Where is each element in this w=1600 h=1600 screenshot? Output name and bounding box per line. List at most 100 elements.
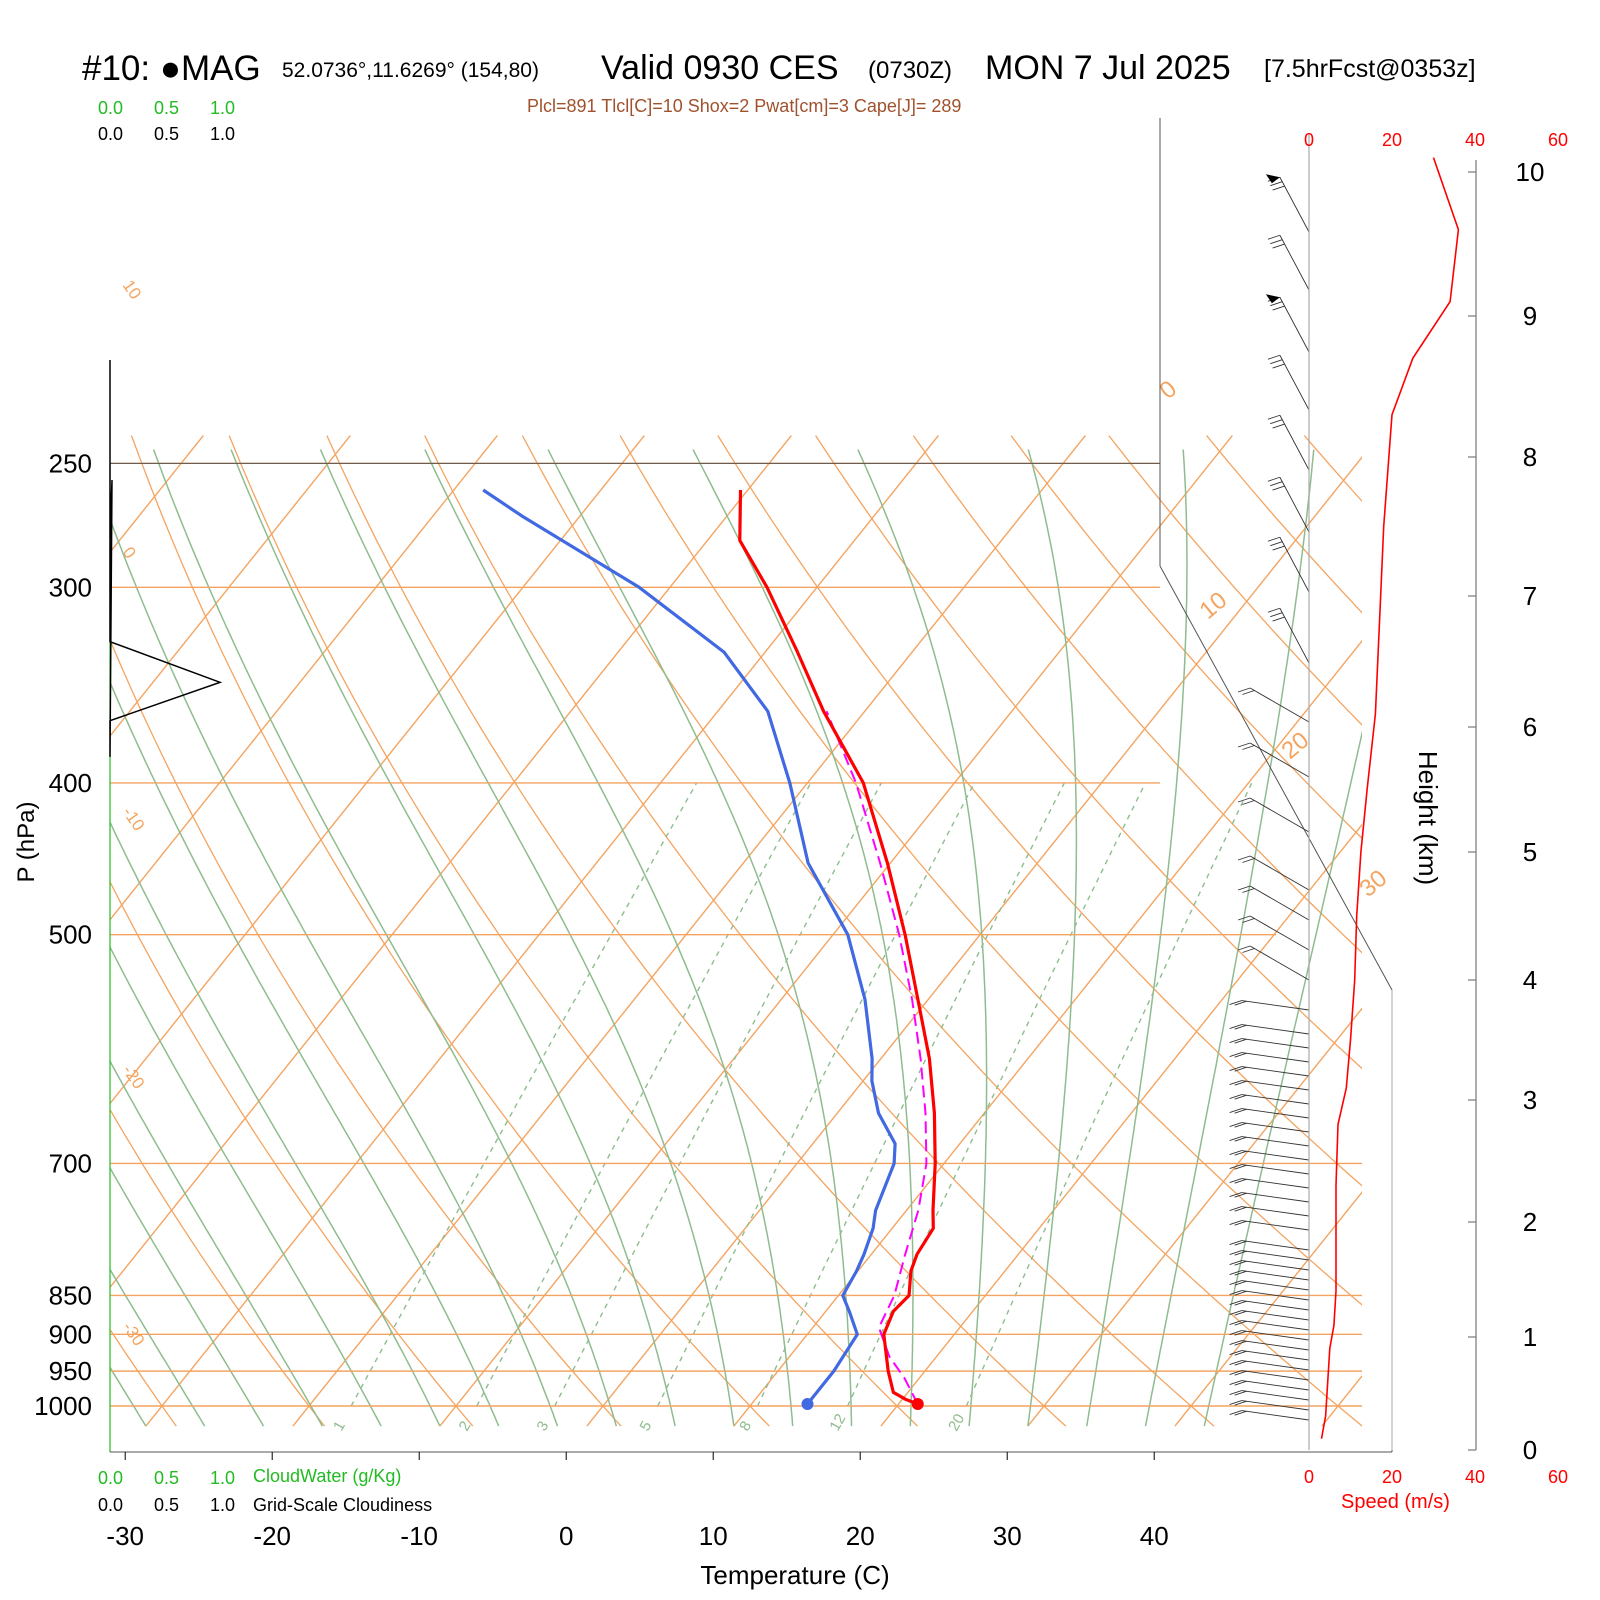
wind-barb-feather <box>1237 742 1251 748</box>
isotherm-label: 10 <box>119 276 145 302</box>
header-indices: Plcl=891 Tlcl[C]=10 Shox=2 Pwat[cm]=3 Ca… <box>527 96 961 116</box>
dry-adiabat-line <box>912 435 1362 954</box>
mixing-ratio-label: 3 <box>533 1418 552 1434</box>
wind-barb-staff <box>1241 1206 1310 1217</box>
wind-barb-feather <box>1237 915 1251 921</box>
wind-barb-feather <box>1234 1290 1247 1296</box>
wind-barb-staff <box>1241 1280 1310 1291</box>
wind-barb-staff <box>1279 355 1310 411</box>
wind-barb-staff <box>1241 1220 1310 1231</box>
bottom-cloudwater-tick: 1.0 <box>210 1468 235 1488</box>
wind-barb-feather <box>1270 301 1283 307</box>
cloudwater-label: CloudWater (g/Kg) <box>253 1466 401 1486</box>
wind-barb-feather <box>1234 1038 1247 1044</box>
pressure-tick-label: 950 <box>49 1356 92 1386</box>
pressure-tick-label: 900 <box>49 1319 92 1349</box>
wind-barb-feather <box>1242 888 1255 893</box>
temperature-trace <box>738 489 937 1406</box>
wind-barb-feather <box>1267 536 1281 542</box>
bottom-cloudwater-scale: 0.0 0.5 1.0 CloudWater (g/Kg) <box>98 1466 401 1488</box>
height-tick-label: 7 <box>1523 581 1537 611</box>
isotherm-line <box>586 456 1362 1427</box>
height-tick-label: 9 <box>1523 301 1537 331</box>
wind-barb-feather <box>1270 541 1283 547</box>
wind-barb-feather <box>1229 1136 1242 1141</box>
wind-barb-feather <box>1237 797 1251 803</box>
wind-barb-feather <box>1234 1350 1247 1356</box>
moist-adiabat-line <box>110 1267 206 1427</box>
wind-barb-staff <box>1241 1000 1310 1011</box>
wind-barb-feather <box>1270 359 1283 365</box>
temperature-tick-label: 10 <box>699 1521 728 1551</box>
wind-barb-staff <box>1241 1360 1310 1371</box>
dry-adiabat-line <box>1010 435 1362 840</box>
pressure-tick-label: 400 <box>49 768 92 798</box>
dry-adiabat-line <box>717 435 1362 1187</box>
wind-barb-feather <box>1234 1320 1247 1326</box>
dry-adiabat-line <box>110 880 474 1427</box>
speed-tick-label-bottom: 0 <box>1304 1467 1314 1487</box>
wind-barb-staff <box>1249 742 1310 778</box>
mixing-ratio-line <box>476 782 812 1407</box>
wind-barb-feather <box>1229 1150 1242 1155</box>
header-zulu: (0730Z) <box>868 57 952 84</box>
top-cloudwater-tick: 0.0 <box>98 98 123 118</box>
temperature-tick-label: 40 <box>1140 1521 1169 1551</box>
moist-adiabat-line <box>1203 730 1362 1427</box>
wind-barb-staff <box>1249 885 1310 921</box>
wind-barb-staff <box>1249 945 1310 981</box>
dry-adiabat-line <box>110 1328 177 1427</box>
wind-barb-feather <box>1234 1370 1247 1376</box>
wind-barb-staff <box>1241 1094 1310 1105</box>
wind-barb-staff <box>1241 1310 1310 1321</box>
wind-barb-feather <box>1272 423 1285 429</box>
wind-barb-feather <box>1234 1360 1247 1366</box>
wind-barb-feather <box>1272 363 1285 369</box>
bottom-cloudwater-tick: 0.5 <box>154 1468 179 1488</box>
height-tick-label: 10 <box>1516 157 1545 187</box>
dry-adiabat-line <box>815 435 1362 1070</box>
dry-adiabat-line <box>619 435 1362 1306</box>
right-frame-line <box>1159 118 1393 1452</box>
wind-barb-feather <box>1229 1192 1242 1197</box>
surface-temperature-dot <box>911 1397 924 1410</box>
wind-barb-staff <box>1241 1038 1310 1049</box>
wind-barb-feather <box>1229 1164 1242 1169</box>
wind-barb-feather <box>1242 918 1255 923</box>
mixing-ratio-line <box>965 782 1253 1407</box>
wind-barb-staff <box>1279 537 1310 593</box>
mixing-ratio-line <box>756 782 1066 1407</box>
wind-barb-feather <box>1234 1108 1247 1114</box>
wind-barb-staff <box>1249 687 1310 723</box>
wind-barb-feather <box>1242 858 1255 863</box>
wind-barb-pennant <box>1265 174 1280 184</box>
wind-barb-feather <box>1270 419 1283 425</box>
wind-barb-feather <box>1234 1164 1247 1170</box>
moist-adiabat-line <box>110 1166 265 1427</box>
speed-tick-label-top: 60 <box>1548 130 1568 150</box>
pressure-tick-label: 850 <box>49 1280 92 1310</box>
speed-tick-label-bottom: 40 <box>1465 1467 1485 1487</box>
wind-barb-feather <box>1234 1300 1247 1306</box>
wind-barb-feather <box>1237 687 1251 693</box>
moist-adiabat-line <box>152 449 618 1427</box>
isotherm-label: 0 <box>119 543 140 562</box>
mixing-ratio-label: 1 <box>330 1418 349 1434</box>
mixing-ratio-label: 2 <box>456 1418 475 1434</box>
moist-adiabat-line <box>857 449 988 1427</box>
wind-barb-feather <box>1229 1300 1242 1305</box>
wind-barb-staff <box>1249 855 1310 891</box>
wind-barb-feather <box>1272 616 1285 622</box>
mixing-ratio-label: 8 <box>736 1418 755 1434</box>
mixing-ratio-labels: 1 2 3 5 8 12 20 <box>330 1411 968 1434</box>
wind-barb-feather <box>1234 1178 1247 1184</box>
temperature-axis: -30 -20 -10 0 10 20 30 40 <box>106 1452 1169 1551</box>
wind-barb-feather <box>1234 1080 1247 1086</box>
isotherm-line <box>733 639 1362 1427</box>
wind-barb-feather <box>1229 1052 1242 1057</box>
height-tick-label: 2 <box>1523 1207 1537 1237</box>
wind-barb-feather <box>1234 1330 1247 1336</box>
wind-barb-staff <box>1241 1108 1310 1119</box>
height-tick-label: 3 <box>1523 1085 1537 1115</box>
wind-barb-feather <box>1229 1038 1242 1043</box>
